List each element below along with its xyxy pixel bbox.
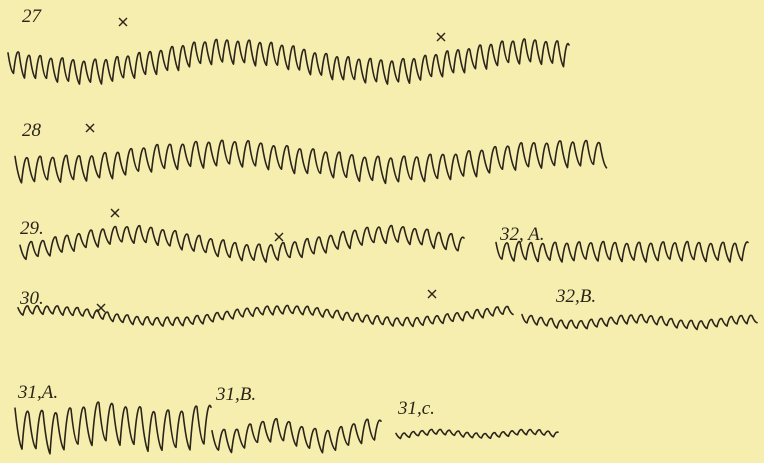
tracing-label: 32,B. — [555, 286, 596, 307]
tracing-label: 31,A. — [17, 382, 58, 403]
tracing-label: 29. — [20, 218, 44, 239]
tracing-label: 30. — [19, 288, 44, 309]
tracing-label: 28 — [22, 120, 42, 141]
tracing-label: 32, A. — [499, 224, 545, 245]
tracing-label: 31,B. — [215, 384, 256, 405]
tracing-label: 27 — [22, 6, 43, 27]
tracing-plate: 27 28 29. 32, A. 30. 32,B. 31,A. 31,B. 3… — [0, 0, 764, 463]
tracing-label: 31,c. — [397, 398, 435, 419]
page: {"tracings": [ {"label": "27"}, {"label"… — [0, 0, 764, 463]
